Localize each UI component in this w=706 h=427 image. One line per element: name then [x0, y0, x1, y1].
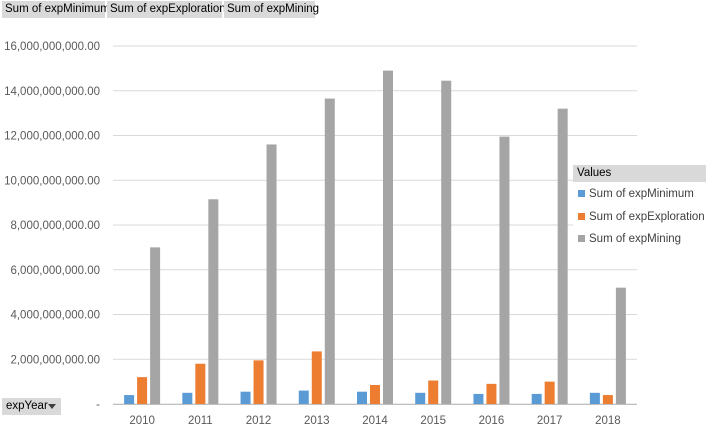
legend-swatch-exploration	[578, 213, 585, 220]
y-tick-label: 16,000,000,000.00	[4, 41, 100, 53]
y-tick-label: 6,000,000,000.00	[10, 265, 100, 277]
field-button-sum-expmining[interactable]: Sum of expMining	[224, 1, 319, 18]
legend-label-mining: Sum of expMining	[589, 233, 682, 245]
bar-mining	[557, 108, 568, 405]
legend-label-minimum: Sum of expMinimum	[589, 188, 694, 200]
bar-exploration	[370, 384, 380, 404]
bar-exploration	[602, 395, 613, 404]
bar-minimum	[182, 392, 193, 404]
legend-label-exploration: Sum of expExploration	[589, 211, 705, 223]
bar-exploration	[137, 377, 148, 404]
legend-item-mining[interactable]: Sum of expMining	[578, 233, 681, 245]
bar-mining	[324, 98, 335, 405]
bar-mining	[150, 247, 161, 404]
expyear-label: expYear	[6, 400, 48, 412]
x-tick-label: 2013	[304, 415, 330, 427]
x-tick-label: 2014	[362, 415, 388, 427]
x-tick-label: 2017	[537, 415, 563, 427]
bar-minimum	[357, 391, 367, 404]
bar-minimum	[298, 390, 309, 404]
bar-exploration	[195, 363, 206, 404]
legend: Values Sum of expMinimum Sum of expExplo…	[573, 165, 706, 255]
bar-minimum	[124, 395, 135, 404]
y-tick-label: 14,000,000,000.00	[4, 86, 100, 98]
y-tick-label: 4,000,000,000.00	[10, 310, 100, 322]
bar-exploration	[311, 351, 322, 404]
bar-mining	[615, 287, 626, 404]
y-tick-label: -	[96, 399, 100, 411]
bar-minimum	[240, 391, 251, 404]
legend-item-exploration[interactable]: Sum of expExploration	[578, 211, 705, 223]
bar-mining	[208, 199, 219, 404]
bar-exploration	[253, 360, 264, 404]
legend-title: Values	[573, 165, 706, 182]
x-tick-label: 2018	[595, 415, 621, 427]
legend-swatch-mining	[578, 235, 585, 242]
x-tick-label: 2012	[246, 415, 272, 427]
bar-mining	[383, 70, 393, 405]
legend-item-minimum[interactable]: Sum of expMinimum	[578, 188, 694, 200]
x-tick-label: 2016	[479, 415, 505, 427]
dropdown-arrow-icon	[48, 404, 56, 409]
bar-minimum	[473, 393, 484, 404]
bar-minimum	[531, 393, 542, 404]
y-tick-label: 12,000,000,000.00	[4, 131, 100, 143]
x-tick-label: 2015	[420, 415, 446, 427]
expyear-axis-field-button[interactable]: expYear	[2, 398, 61, 415]
bar-minimum	[415, 392, 426, 404]
bar-exploration	[428, 380, 439, 404]
x-tick-label: 2010	[129, 415, 155, 427]
x-tick-label: 2011	[188, 415, 213, 427]
legend-swatch-minimum	[578, 190, 585, 197]
y-tick-label: 2,000,000,000.00	[10, 354, 100, 366]
bar-exploration	[486, 383, 497, 404]
bar-mining	[266, 144, 277, 404]
bar-mining	[441, 80, 452, 405]
field-button-sum-expminimum[interactable]: Sum of expMinimum	[2, 1, 110, 18]
bar-exploration	[544, 381, 555, 404]
y-tick-label: 8,000,000,000.00	[10, 220, 100, 232]
field-button-sum-expexploration[interactable]: Sum of expExploration	[107, 1, 226, 18]
y-tick-label: 10,000,000,000.00	[4, 175, 100, 187]
bar-mining	[499, 136, 510, 404]
bar-minimum	[589, 392, 600, 404]
